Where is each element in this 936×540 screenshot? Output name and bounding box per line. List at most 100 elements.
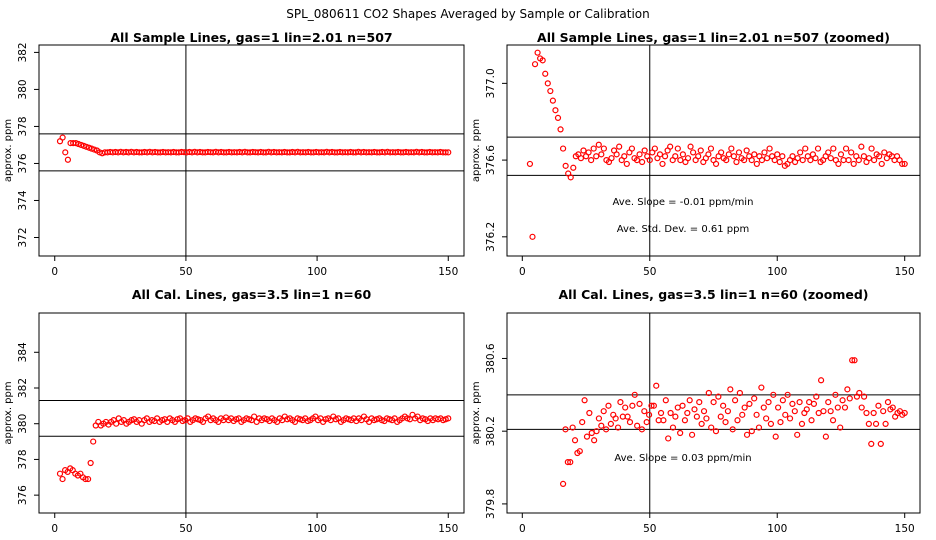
x-tick-label: 0 <box>519 266 526 278</box>
data-point <box>774 151 781 158</box>
data-point <box>705 389 712 397</box>
data-point <box>765 398 772 406</box>
y-axis-label: approx. ppm <box>3 381 14 444</box>
y-tick-label: 382 <box>17 42 29 62</box>
data-point <box>626 418 634 426</box>
data-point <box>698 420 705 428</box>
data-point <box>557 126 564 133</box>
data-point <box>445 149 452 156</box>
data-point <box>849 357 856 364</box>
data-point <box>807 156 814 164</box>
data-point <box>581 397 588 404</box>
data-point <box>526 160 534 168</box>
data-point <box>808 417 815 424</box>
data-point <box>579 418 586 426</box>
data-point <box>901 409 908 417</box>
data-point <box>799 156 806 164</box>
data-point <box>567 458 574 466</box>
data-point <box>564 458 571 466</box>
data-point <box>763 155 771 162</box>
data-point <box>782 411 789 418</box>
data-point <box>679 402 686 409</box>
x-tick-label: 100 <box>767 523 787 535</box>
data-point <box>710 398 717 406</box>
data-point <box>820 408 827 415</box>
data-point <box>720 402 727 409</box>
data-point <box>700 408 708 415</box>
data-point <box>814 145 822 152</box>
panel-title: All Cal. Lines, gas=3.5 lin=1 n=60 (zoom… <box>559 287 869 302</box>
data-point <box>598 422 605 429</box>
data-point <box>827 408 834 415</box>
chart-panel-4: All Cal. Lines, gas=3.5 lin=1 n=60 (zoom… <box>471 287 921 535</box>
data-point <box>544 80 551 87</box>
data-point <box>554 114 562 121</box>
data-point <box>875 402 882 409</box>
data-point <box>621 153 628 160</box>
data-point <box>753 411 760 418</box>
data-point <box>755 424 763 431</box>
data-point <box>633 156 641 164</box>
data-point <box>740 156 748 164</box>
y-tick-label: 376.2 <box>485 222 497 252</box>
data-point <box>835 160 842 168</box>
data-point <box>562 162 569 169</box>
data-point <box>542 70 549 77</box>
data-point <box>856 389 863 397</box>
x-tick-label: 100 <box>767 266 787 278</box>
data-point <box>84 475 92 483</box>
data-point <box>860 153 868 160</box>
x-tick-label: 50 <box>179 266 192 278</box>
data-point <box>784 391 791 398</box>
data-point <box>725 151 732 158</box>
data-point <box>758 384 765 391</box>
data-point <box>636 400 643 408</box>
data-point <box>829 417 837 424</box>
data-point <box>881 149 888 156</box>
data-point <box>779 153 786 160</box>
data-point <box>901 160 908 168</box>
x-tick-label: 50 <box>643 266 656 278</box>
data-point <box>583 433 591 440</box>
data-point <box>667 143 674 150</box>
data-point <box>586 409 593 417</box>
y-axis-label: approx. ppm <box>3 119 14 182</box>
data-point <box>87 459 94 467</box>
data-point <box>812 155 819 162</box>
y-tick-label: 380.6 <box>485 343 497 373</box>
x-tick-label: 0 <box>519 523 526 535</box>
y-tick-label: 380.2 <box>485 416 497 446</box>
data-point <box>691 406 698 413</box>
data-point <box>614 424 622 431</box>
data-point <box>802 145 809 152</box>
data-point <box>868 440 875 448</box>
data-point <box>798 420 806 428</box>
data-point <box>660 417 667 424</box>
data-point <box>674 145 681 152</box>
data-point <box>653 382 660 389</box>
data-point <box>612 415 619 422</box>
y-axis-label: approx. ppm <box>471 119 482 182</box>
data-point <box>623 160 630 168</box>
data-point <box>113 420 120 427</box>
data-point <box>865 420 872 428</box>
data-point <box>677 156 684 164</box>
x-tick-label: 100 <box>307 523 327 535</box>
data-point <box>830 145 837 152</box>
data-point <box>837 151 845 158</box>
data-point <box>813 393 820 400</box>
data-point <box>593 428 600 435</box>
data-point <box>628 145 636 152</box>
data-point <box>791 408 798 415</box>
data-point <box>600 408 607 415</box>
data-point <box>549 97 556 104</box>
data-point <box>751 151 758 158</box>
data-point <box>712 160 720 168</box>
data-point <box>848 149 855 156</box>
data-point <box>638 426 646 433</box>
data-point <box>529 233 536 240</box>
data-point <box>871 156 878 164</box>
data-point <box>865 155 873 162</box>
data-point <box>777 418 784 426</box>
data-point <box>684 409 691 417</box>
